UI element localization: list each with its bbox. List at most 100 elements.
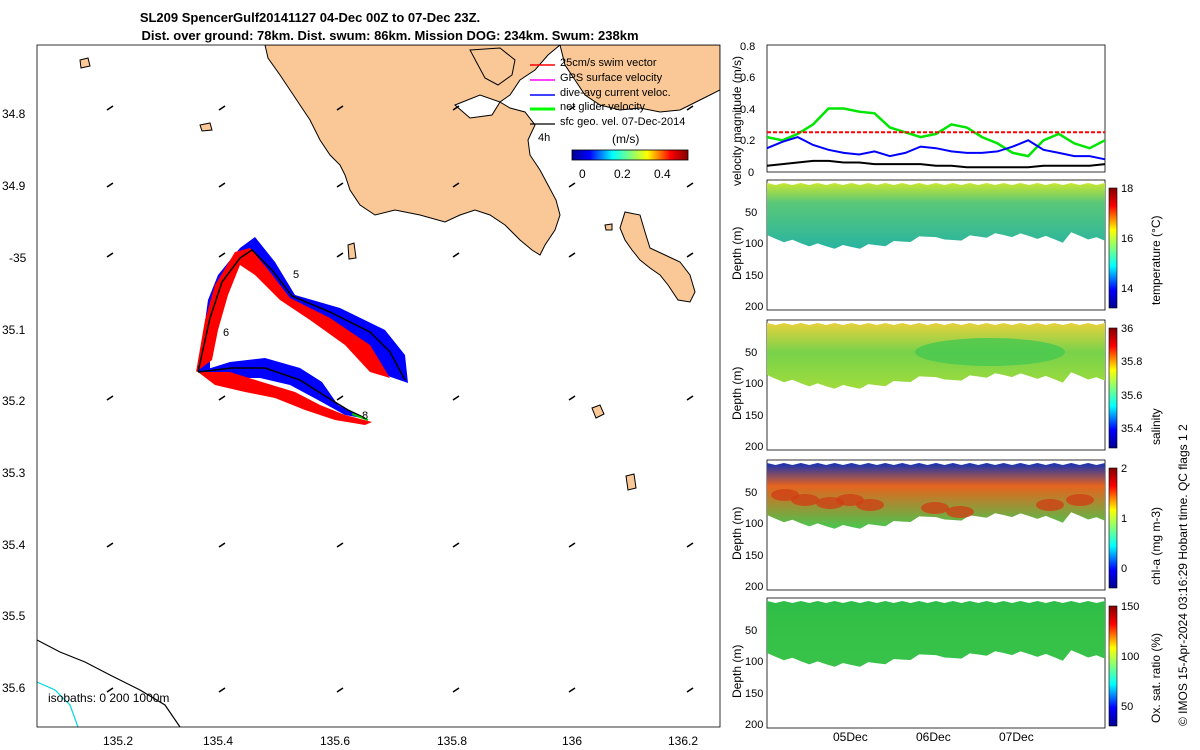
map-panel: 5 6 8 25cm/s swim vector GPS surface vel… xyxy=(37,45,720,727)
section-ytick: 100 xyxy=(745,656,763,668)
sfc-velocity-arrow xyxy=(218,252,226,258)
legend-note-4h: 4h xyxy=(538,132,550,144)
track-label-6: 6 xyxy=(223,327,229,339)
sfc-velocity-arrow xyxy=(452,395,460,401)
section-ylabel: Depth (m) xyxy=(730,507,744,560)
map-ytick-8: 35.6 xyxy=(2,681,26,695)
velocity-ylabel: velocity magnitude (m/s) xyxy=(730,56,744,186)
map-colorbar-tick-1: 0.2 xyxy=(614,167,631,181)
section-ytick: 150 xyxy=(745,688,763,700)
section-ytick: 150 xyxy=(745,410,763,422)
track-ribbon-blue-lower xyxy=(198,358,362,418)
section-ytick: 100 xyxy=(745,238,763,250)
island-small-6 xyxy=(604,223,613,231)
figure-subtitle: Dist. over ground: 78km. Dist. swum: 86k… xyxy=(141,28,639,43)
sfc-velocity-arrow xyxy=(218,395,226,401)
sfc-velocity-arrow xyxy=(568,252,576,258)
land-northeast xyxy=(559,45,720,113)
section-ytick: 200 xyxy=(745,581,763,593)
vel-ytick-0: 0 xyxy=(748,167,754,179)
sfc-velocity-arrow xyxy=(568,542,576,548)
map-frame xyxy=(36,44,721,728)
velocity-series-line xyxy=(766,107,1106,158)
section-ytick: 200 xyxy=(745,719,763,731)
track-label-8: 8 xyxy=(362,410,368,422)
sfc-velocity-arrow xyxy=(452,687,460,693)
sfc-velocity-arrow xyxy=(452,542,460,548)
map-xtick-1: 135.4 xyxy=(203,734,233,748)
section-cbar-tick: 16 xyxy=(1121,233,1133,245)
map-ytick-7: 35.5 xyxy=(2,609,26,623)
velocity-panel: 0 0.2 0.4 0.6 0.8 velocity magnitude (m/… xyxy=(730,41,1106,186)
salinity-low-patch xyxy=(915,338,1065,366)
vel-ytick-3: 0.6 xyxy=(740,72,755,84)
section-ytick: 100 xyxy=(745,378,763,390)
copyright-note: © IMOS 15-Apr-2024 03:16:29 Hobart time.… xyxy=(1176,424,1190,726)
sfc-velocity-arrow xyxy=(218,105,226,111)
sfc-velocity-arrow xyxy=(336,542,344,548)
sfc-velocity-arrow xyxy=(452,182,460,188)
section-colorbar xyxy=(1108,605,1118,727)
chl-max-patch xyxy=(856,499,884,511)
section-ytick: 150 xyxy=(745,550,763,562)
section-ytick: 50 xyxy=(745,347,757,359)
sfc-velocity-arrow xyxy=(106,542,114,548)
sfc-velocity-arrow xyxy=(106,182,114,188)
xtick-05dec: 05Dec xyxy=(833,730,868,744)
section-cbar-tick: 2 xyxy=(1121,463,1127,475)
land-north-islet xyxy=(469,47,516,86)
map-colorbar-tick-0: 0 xyxy=(579,167,586,181)
map-xtick-2: 135.6 xyxy=(320,734,350,748)
map-ytick-6: 35.4 xyxy=(2,538,26,552)
map-xtick-4: 136 xyxy=(562,734,582,748)
section-ytick: 200 xyxy=(745,441,763,453)
velocity-series-line xyxy=(766,159,1106,169)
map-colorbar xyxy=(571,149,689,161)
sfc-velocity-arrow xyxy=(686,687,694,693)
sfc-velocity-arrows xyxy=(106,105,694,693)
velocity-y-ticks: 0 0.2 0.4 0.6 0.8 xyxy=(740,41,755,179)
sfc-velocity-arrow xyxy=(568,105,576,111)
map-ytick-3: 35.1 xyxy=(2,323,26,337)
map-ytick-2: -35 xyxy=(9,251,27,265)
sfc-velocity-arrow xyxy=(336,105,344,111)
isobath-cyan xyxy=(37,681,79,727)
land-peninsula xyxy=(264,45,561,256)
glider-track xyxy=(197,249,406,419)
section-cbar-tick: 35.8 xyxy=(1121,356,1142,368)
map-colorbar-tick-2: 0.4 xyxy=(654,167,671,181)
section-ylabel: Depth (m) xyxy=(730,227,744,280)
sfc-velocity-arrow xyxy=(106,687,114,693)
map-xtick-3: 135.8 xyxy=(437,734,467,748)
section-cbar-tick: 1 xyxy=(1121,513,1127,525)
vel-ytick-2: 0.4 xyxy=(740,104,755,116)
velocity-series-line xyxy=(766,136,1106,161)
sfc-velocity-arrow xyxy=(218,542,226,548)
map-ytick-1: 34.9 xyxy=(2,179,26,193)
section-ylabel: Depth (m) xyxy=(730,645,744,698)
section-cbar-tick: 50 xyxy=(1121,701,1133,713)
sfc-velocity-arrow xyxy=(452,105,460,111)
sfc-velocity-arrow xyxy=(686,542,694,548)
map-xtick-0: 135.2 xyxy=(103,734,133,748)
track-label-5: 5 xyxy=(293,269,299,281)
section-ytick: 50 xyxy=(745,487,757,499)
section-panel-salinity: 50 100 150 200 Depth (m) 35.4 35.6 35.8 36 salini… xyxy=(730,319,1163,453)
section-cbar-tick: 150 xyxy=(1121,601,1139,613)
section-colorbar xyxy=(1108,467,1118,589)
map-ytick-4: 35.2 xyxy=(2,394,26,408)
island-small-2 xyxy=(79,57,91,69)
section-data-fill xyxy=(767,463,1105,529)
section-cbar-tick: 0 xyxy=(1121,563,1127,575)
map-x-ticks: 135.2 135.4 135.6 135.8 136 136.2 xyxy=(103,734,698,748)
track-ribbon-red-lower xyxy=(198,372,372,425)
legend-label-swim: 25cm/s swim vector xyxy=(560,57,657,69)
section-colorbar xyxy=(1108,327,1118,449)
sfc-velocity-arrow xyxy=(336,252,344,258)
coastline-southwest xyxy=(37,639,181,727)
sfc-velocity-arrow xyxy=(106,105,114,111)
section-ytick: 100 xyxy=(745,518,763,530)
land-bay xyxy=(454,94,501,119)
